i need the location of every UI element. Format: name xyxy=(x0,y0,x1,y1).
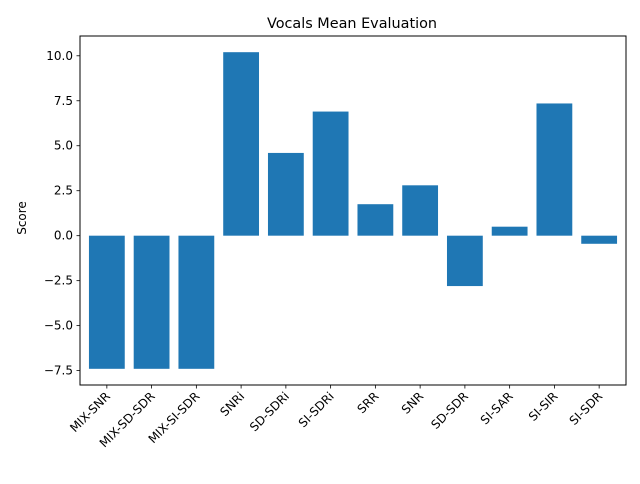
x-tick-label: SI-SIR xyxy=(526,389,561,424)
bar-mix-snr xyxy=(88,235,125,369)
y-tick-label: −5.0 xyxy=(44,319,73,333)
x-tick-label: SNRi xyxy=(217,389,247,419)
y-tick-label: 5.0 xyxy=(54,139,73,153)
x-tick-label: SRR xyxy=(354,389,381,416)
bar-si-sdri xyxy=(312,111,349,236)
bar-si-sar xyxy=(491,226,528,236)
y-tick-label: 7.5 xyxy=(54,94,73,108)
y-axis-label: Score xyxy=(15,201,29,235)
y-tick-label: 0.0 xyxy=(54,229,73,243)
bar-srr xyxy=(357,204,394,236)
plot-frame xyxy=(79,35,627,386)
y-tick-label: 10.0 xyxy=(46,49,73,63)
x-tick-label: SNR xyxy=(399,389,427,417)
y-tick-label: −7.5 xyxy=(44,364,73,378)
x-tick-label: MIX-SNR xyxy=(67,389,113,435)
y-tick-label: −2.5 xyxy=(44,274,73,288)
bars-group xyxy=(88,52,618,369)
x-tick-label: SI-SDRi xyxy=(296,389,337,430)
chart-title: Vocals Mean Evaluation xyxy=(267,16,437,32)
x-tick-label: SI-SDR xyxy=(567,389,606,428)
x-tick-label: SI-SAR xyxy=(478,389,516,427)
bar-si-sdr xyxy=(581,235,618,244)
bar-sd-sdr xyxy=(446,235,483,287)
y-tick-label: 2.5 xyxy=(54,184,73,198)
x-tick-label: SD-SDRi xyxy=(247,389,292,434)
bar-si-sir xyxy=(536,103,573,236)
bar-sd-sdri xyxy=(267,152,304,236)
x-tick-label: SD-SDR xyxy=(428,389,471,432)
bar-snri xyxy=(223,52,260,236)
bar-mix-si-sdr xyxy=(178,235,215,369)
y-axis: −7.5 −5.0 −2.5 0.0 2.5 5.0 7.5 10.0 xyxy=(44,49,80,378)
bar-mix-sd-sdr xyxy=(133,235,170,369)
bar-snr xyxy=(402,185,439,236)
